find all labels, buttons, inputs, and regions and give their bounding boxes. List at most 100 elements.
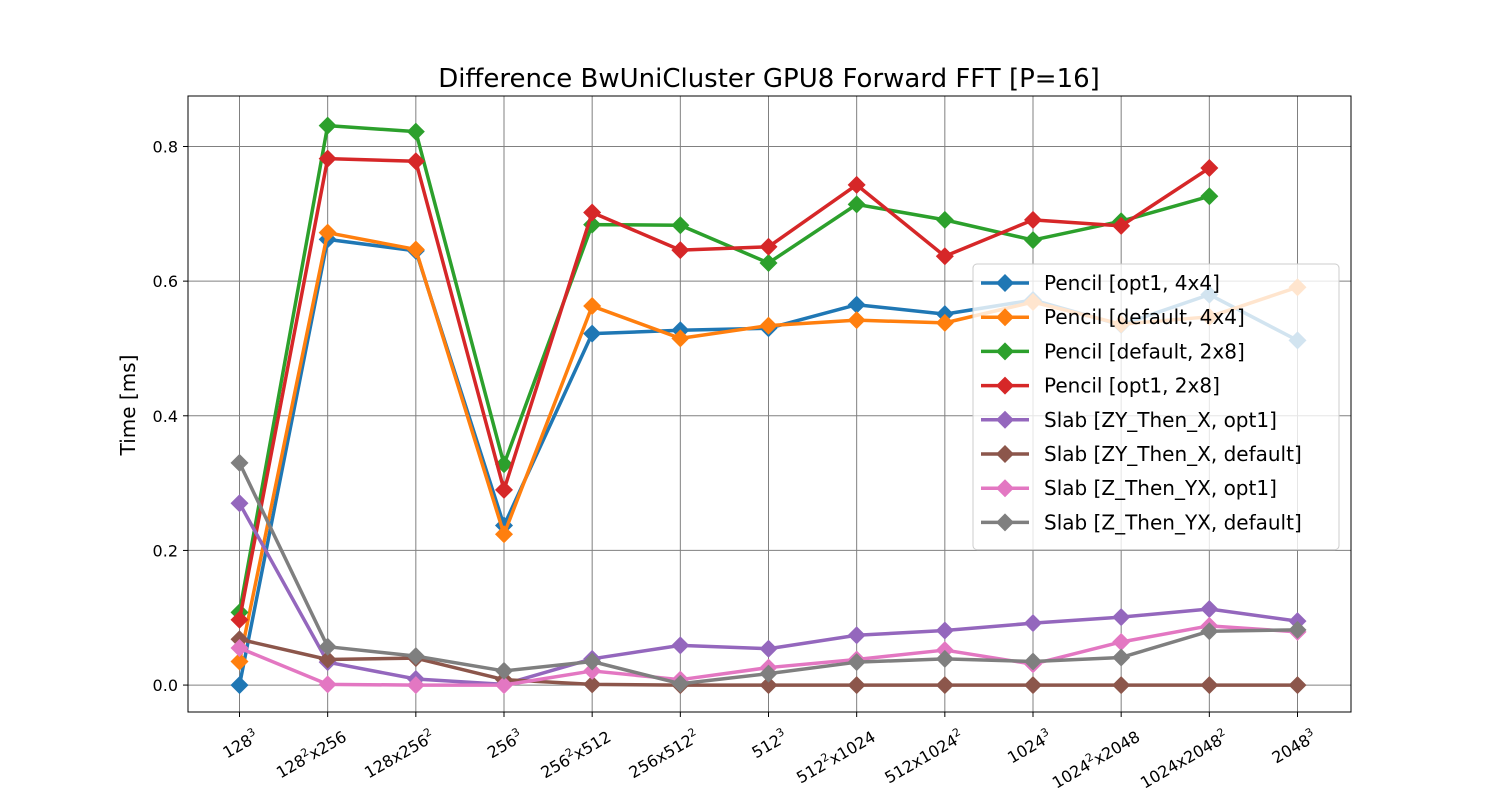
data-point	[406, 152, 425, 171]
legend-label: Slab [Z_Then_YX, default]	[1044, 510, 1302, 534]
data-point	[847, 295, 866, 314]
data-point	[1200, 187, 1219, 206]
data-point	[583, 297, 602, 316]
data-point	[1288, 620, 1307, 639]
data-point	[230, 639, 249, 658]
y-axis: 0.0 0.2 0.4 0.6 0.8	[153, 137, 188, 695]
data-point	[759, 316, 778, 335]
data-point	[1112, 632, 1131, 651]
legend-label: Slab [ZY_Then_X, opt1]	[1044, 408, 1277, 432]
data-point	[230, 652, 249, 671]
y-tick-label: 0.0	[153, 676, 178, 695]
data-point	[406, 676, 425, 695]
data-point	[759, 237, 778, 256]
legend-swatch-marker	[996, 513, 1014, 532]
data-point	[230, 676, 249, 695]
legend-label: Pencil [opt1, 4x4]	[1044, 271, 1220, 295]
data-point	[935, 621, 954, 640]
data-point	[495, 676, 513, 695]
data-point	[847, 175, 866, 194]
series-3	[230, 116, 1219, 622]
data-point	[495, 525, 513, 544]
data-point	[230, 494, 249, 513]
legend-label: Pencil [default, 4x4]	[1044, 305, 1245, 329]
y-tick-label: 0.6	[153, 272, 178, 291]
data-point	[1112, 648, 1131, 667]
data-point	[671, 674, 690, 693]
data-point	[1200, 159, 1219, 178]
legend-item: Pencil [opt1, 2x8]	[981, 374, 1220, 398]
data-point	[318, 675, 337, 694]
plot-frame	[187, 95, 1352, 713]
data-point	[406, 647, 425, 666]
legend-swatch-marker	[996, 445, 1014, 463]
data-point	[406, 240, 425, 259]
data-point	[1112, 608, 1131, 627]
data-point	[759, 639, 778, 658]
y-tick-label: 0.4	[153, 407, 178, 426]
chart-title: Difference BwUniCluster GPU8 Forward FFT…	[438, 64, 1100, 94]
y-axis-title: Time [ms]	[116, 355, 140, 457]
data-point	[847, 676, 866, 695]
series-layer	[230, 116, 1307, 695]
legend-label: Slab [ZY_Then_X, default]	[1044, 442, 1302, 466]
legend-item: Slab [Z_Then_YX, opt1]	[981, 476, 1277, 500]
legend-box	[972, 263, 1340, 551]
legend-label: Pencil [default, 2x8]	[1044, 339, 1245, 363]
data-point	[671, 329, 690, 348]
data-point	[230, 453, 249, 472]
data-point	[847, 195, 866, 214]
data-point	[318, 650, 337, 669]
data-point	[583, 324, 602, 343]
legend-item: Pencil [opt1, 4x4]	[981, 271, 1220, 295]
data-point	[935, 313, 954, 332]
series-4	[230, 149, 1219, 629]
legend: Pencil [opt1, 4x4] Pencil [default, 4x4] P…	[972, 263, 1340, 551]
data-point	[1024, 210, 1042, 229]
y-tick-label: 0.8	[153, 137, 178, 156]
data-point	[1200, 599, 1219, 618]
data-point	[671, 636, 690, 655]
data-point	[1024, 614, 1042, 633]
data-point	[583, 652, 602, 671]
legend-swatch-marker	[996, 308, 1014, 327]
data-point	[1200, 676, 1219, 695]
data-point	[935, 649, 954, 668]
data-point	[318, 223, 337, 242]
data-point	[583, 661, 602, 680]
data-point	[1024, 231, 1042, 250]
data-point	[495, 661, 513, 680]
legend-item: Slab [Z_Then_YX, default]	[981, 510, 1302, 534]
data-point	[847, 311, 866, 330]
data-point	[759, 676, 778, 695]
series-line	[237, 123, 1210, 613]
data-point	[1288, 676, 1307, 695]
data-point	[318, 637, 337, 656]
series-line	[237, 156, 1211, 621]
data-point	[318, 116, 337, 135]
legend-item: Pencil [default, 2x8]	[981, 339, 1245, 363]
data-point	[1112, 216, 1131, 235]
legend-swatch-marker	[996, 342, 1014, 361]
data-point	[935, 210, 954, 229]
legend-swatch-marker	[996, 479, 1014, 498]
data-point	[847, 626, 866, 645]
data-point	[1024, 676, 1042, 695]
data-point	[230, 610, 249, 629]
data-point	[495, 480, 513, 499]
data-point	[759, 664, 778, 683]
legend-item: Slab [ZY_Then_X, opt1]	[981, 408, 1277, 432]
legend-label: Pencil [opt1, 2x8]	[1044, 374, 1220, 398]
legend-swatch-marker	[996, 376, 1014, 395]
legend-item: Slab [ZY_Then_X, default]	[981, 442, 1302, 466]
data-point	[318, 149, 337, 168]
data-point	[671, 216, 690, 235]
data-point	[583, 203, 602, 222]
data-point	[847, 653, 866, 672]
data-point	[759, 253, 778, 272]
data-point	[935, 676, 954, 695]
series-8	[230, 453, 1307, 693]
data-point	[1024, 652, 1042, 671]
data-point	[671, 241, 690, 260]
